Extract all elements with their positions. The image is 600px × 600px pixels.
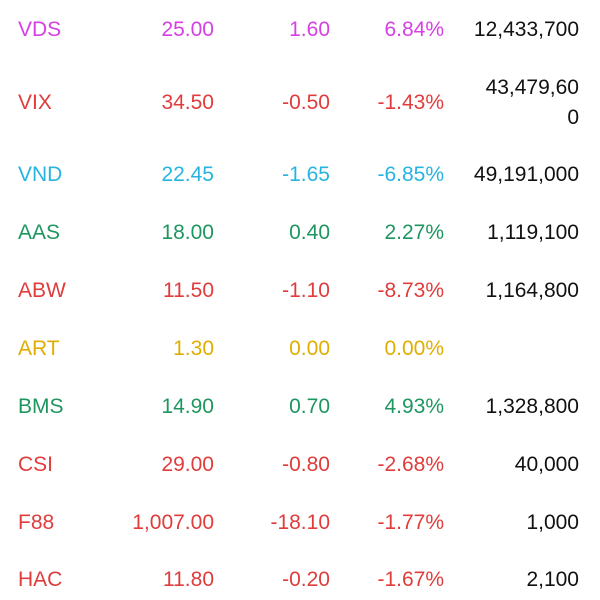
symbol-cell: VND — [18, 163, 63, 186]
change-cell: -18.10 — [270, 511, 330, 534]
change-cell: -1.10 — [282, 279, 330, 302]
volume-cell: 1,164,800 — [485, 279, 579, 302]
table-row[interactable]: VIX 34.50 -0.50 -1.43% 43,479,60 0 — [0, 74, 600, 132]
price-cell: 29.00 — [161, 453, 214, 476]
change-cell: 0.70 — [289, 395, 330, 418]
table-row[interactable]: ART 1.30 0.00 0.00% — [0, 320, 600, 378]
change-cell: -0.20 — [282, 568, 330, 591]
change-cell: -0.80 — [282, 453, 330, 476]
volume-cell: 43,479,60 0 — [452, 73, 579, 133]
change-cell: -0.50 — [282, 91, 330, 114]
table-row[interactable]: HAC 11.80 -0.20 -1.67% 2,100 — [0, 551, 600, 600]
symbol-cell: ABW — [18, 279, 66, 302]
percent-change-cell: 2.27% — [384, 221, 444, 244]
volume-cell: 2,100 — [526, 568, 579, 591]
percent-change-cell: -2.68% — [377, 453, 444, 476]
table-row[interactable]: F88 1,007.00 -18.10 -1.77% 1,000 — [0, 494, 600, 552]
price-cell: 11.50 — [163, 279, 214, 302]
volume-cell: 12,433,700 — [473, 18, 579, 41]
volume-cell: 1,119,100 — [487, 221, 579, 244]
percent-change-cell: -1.67% — [377, 568, 444, 591]
volume-cell: 1,328,800 — [485, 395, 579, 418]
percent-change-cell: -1.77% — [377, 511, 444, 534]
change-cell: 0.40 — [289, 221, 330, 244]
symbol-cell: BMS — [18, 395, 64, 418]
symbol-cell: ART — [18, 337, 60, 360]
price-cell: 14.90 — [161, 395, 214, 418]
percent-change-cell: 6.84% — [384, 18, 444, 41]
table-row[interactable]: VND 22.45 -1.65 -6.85% 49,191,000 — [0, 146, 600, 204]
price-cell: 34.50 — [161, 91, 214, 114]
symbol-cell: F88 — [18, 511, 55, 534]
table-row[interactable]: ABW 11.50 -1.10 -8.73% 1,164,800 — [0, 262, 600, 320]
volume-cell — [452, 320, 579, 378]
percent-change-cell: -1.43% — [377, 91, 444, 114]
price-cell: 11.80 — [163, 568, 214, 591]
percent-change-cell: 4.93% — [384, 395, 444, 418]
change-cell: 0.00 — [289, 337, 330, 360]
price-cell: 1.30 — [173, 337, 214, 360]
volume-cell: 1,000 — [526, 511, 579, 534]
percent-change-cell: -6.85% — [377, 163, 444, 186]
symbol-cell: AAS — [18, 221, 61, 244]
table-row[interactable]: AAS 18.00 0.40 2.27% 1,119,100 — [0, 204, 600, 262]
volume-line-2: 0 — [567, 106, 579, 129]
price-cell: 18.00 — [161, 221, 214, 244]
table-row[interactable]: VDS 25.00 1.60 6.84% 12,433,700 — [0, 1, 600, 59]
change-cell: 1.60 — [289, 18, 330, 41]
percent-change-cell: -8.73% — [377, 279, 444, 302]
symbol-cell: VIX — [18, 91, 52, 114]
volume-cell: 49,191,000 — [473, 163, 579, 186]
price-cell: 1,007.00 — [132, 511, 214, 534]
percent-change-cell: 0.00% — [384, 337, 444, 360]
symbol-cell: CSI — [18, 453, 54, 476]
volume-line-1: 43,479,60 — [485, 76, 579, 99]
symbol-cell: VDS — [18, 18, 62, 41]
symbol-cell: HAC — [18, 568, 63, 591]
table-row[interactable]: CSI 29.00 -0.80 -2.68% 40,000 — [0, 436, 600, 494]
table-row[interactable]: BMS 14.90 0.70 4.93% 1,328,800 — [0, 378, 600, 436]
change-cell: -1.65 — [282, 163, 330, 186]
price-cell: 25.00 — [161, 18, 214, 41]
volume-cell: 40,000 — [514, 453, 579, 476]
price-cell: 22.45 — [161, 163, 214, 186]
